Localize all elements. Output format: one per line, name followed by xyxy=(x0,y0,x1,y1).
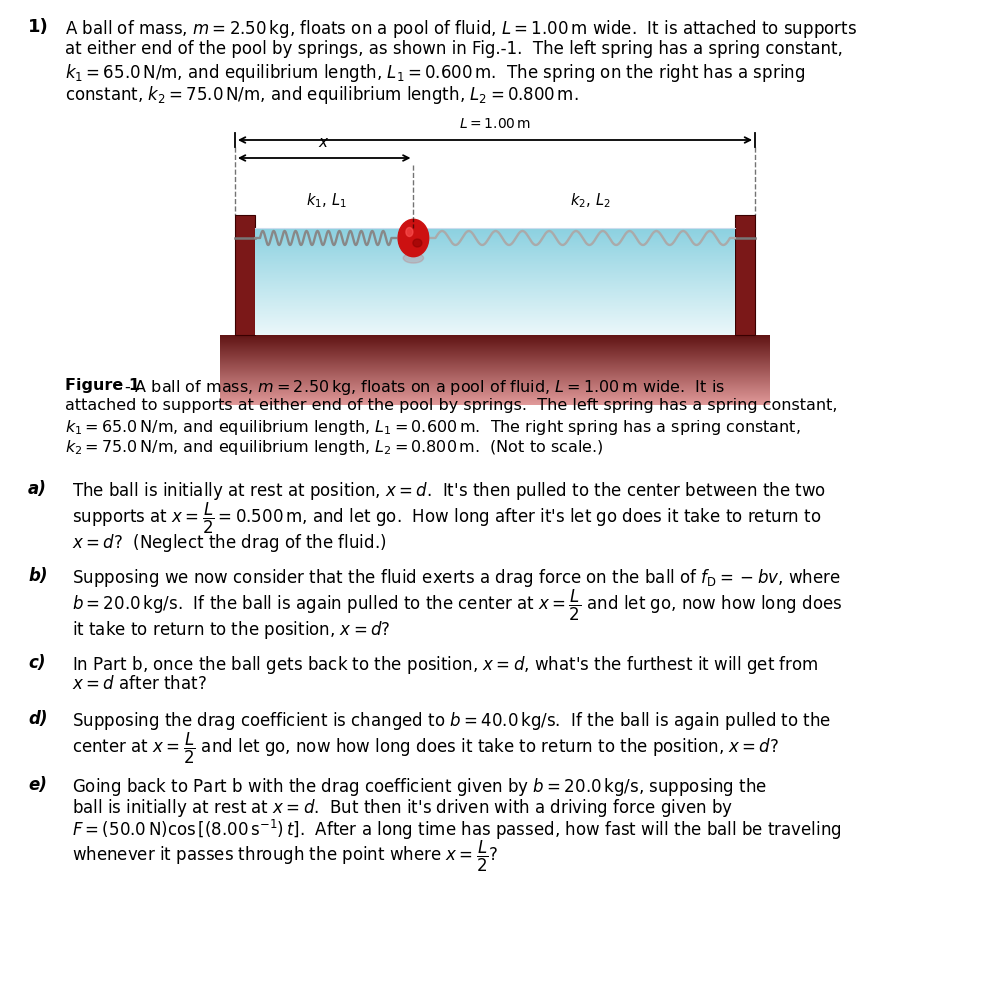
Text: center at $x = \dfrac{L}{2}$ and let go, now how long does it take to return to : center at $x = \dfrac{L}{2}$ and let go,… xyxy=(72,731,779,766)
Text: $k_1 = 65.0\,\mathrm{N/m}$, and equilibrium length, $L_1 = 0.600\,\mathrm{m}$.  : $k_1 = 65.0\,\mathrm{N/m}$, and equilibr… xyxy=(65,62,805,84)
Text: $k_1 = 65.0\,\mathrm{N/m}$, and equilibrium length, $L_1 = 0.600\,\mathrm{m}$.  : $k_1 = 65.0\,\mathrm{N/m}$, and equilibr… xyxy=(65,418,800,437)
Text: attached to supports at either end of the pool by springs.  The left spring has : attached to supports at either end of th… xyxy=(65,398,838,413)
Bar xyxy=(235,215,255,335)
Text: e): e) xyxy=(28,776,47,794)
Text: 1): 1) xyxy=(28,18,49,36)
Text: ball is initially at rest at $x = d$.  But then it's driven with a driving force: ball is initially at rest at $x = d$. Bu… xyxy=(72,797,734,819)
Ellipse shape xyxy=(412,239,422,247)
Ellipse shape xyxy=(404,252,423,263)
Text: $F = (50.0\,\mathrm{N})\cos\left[(8.00\,\mathrm{s}^{-1})\,t\right]$.  After a lo: $F = (50.0\,\mathrm{N})\cos\left[(8.00\,… xyxy=(72,818,842,842)
Text: $x = d$ after that?: $x = d$ after that? xyxy=(72,675,207,693)
Text: $x = d$?  (Neglect the drag of the fluid.): $x = d$? (Neglect the drag of the fluid.… xyxy=(72,532,387,554)
Bar xyxy=(735,215,755,335)
Ellipse shape xyxy=(406,228,412,237)
Text: $k_2 = 75.0\,\mathrm{N/m}$, and equilibrium length, $L_2 = 0.800\,\mathrm{m}$.  : $k_2 = 75.0\,\mathrm{N/m}$, and equilibr… xyxy=(65,438,603,457)
Text: b): b) xyxy=(28,567,47,585)
Text: $L = 1.00\,\mathrm{m}$: $L = 1.00\,\mathrm{m}$ xyxy=(459,117,531,131)
Text: Going back to Part b with the drag coefficient given by $b = 20.0\,\mathrm{kg/s}: Going back to Part b with the drag coeff… xyxy=(72,776,767,798)
Text: Supposing we now consider that the fluid exerts a drag force on the ball of $f_\: Supposing we now consider that the fluid… xyxy=(72,567,841,589)
Text: at either end of the pool by springs, as shown in Fig.-1.  The left spring has a: at either end of the pool by springs, as… xyxy=(65,40,843,58)
Text: constant, $k_2 = 75.0\,\mathrm{N/m}$, and equilibrium length, $L_2 = 0.800\,\mat: constant, $k_2 = 75.0\,\mathrm{N/m}$, an… xyxy=(65,84,578,106)
Text: Figure 1: Figure 1 xyxy=(65,378,140,393)
Text: d): d) xyxy=(28,710,47,728)
Text: In Part b, once the ball gets back to the position, $x = d$, what's the furthest: In Part b, once the ball gets back to th… xyxy=(72,654,819,676)
Text: $x$: $x$ xyxy=(318,135,330,150)
Text: Supposing the drag coefficient is changed to $b = 40.0\,\mathrm{kg/s}$.  If the : Supposing the drag coefficient is change… xyxy=(72,710,832,732)
Text: $k_1,\, L_1$: $k_1,\, L_1$ xyxy=(305,191,347,210)
Text: it take to return to the position, $x = d$?: it take to return to the position, $x = … xyxy=(72,619,391,641)
Ellipse shape xyxy=(398,220,429,256)
Text: $k_2,\, L_2$: $k_2,\, L_2$ xyxy=(570,191,611,210)
Text: supports at $x = \dfrac{L}{2} = 0.500\,\mathrm{m}$, and let go.  How long after : supports at $x = \dfrac{L}{2} = 0.500\,\… xyxy=(72,501,822,536)
Text: c): c) xyxy=(28,654,45,672)
Text: whenever it passes through the point where $x = \dfrac{L}{2}$?: whenever it passes through the point whe… xyxy=(72,839,499,874)
Text: - A ball of mass, $m = 2.50\,\mathrm{kg}$, floats on a pool of fluid, $L = 1.00\: - A ball of mass, $m = 2.50\,\mathrm{kg}… xyxy=(119,378,725,397)
Text: A ball of mass, $m = 2.50\,\mathrm{kg}$, floats on a pool of fluid, $L = 1.00\,\: A ball of mass, $m = 2.50\,\mathrm{kg}$,… xyxy=(65,18,857,40)
Text: $b = 20.0\,\mathrm{kg/s}$.  If the ball is again pulled to the center at $x = \d: $b = 20.0\,\mathrm{kg/s}$. If the ball i… xyxy=(72,588,843,623)
Text: a): a) xyxy=(28,480,47,498)
Text: The ball is initially at rest at position, $x = d$.  It's then pulled to the cen: The ball is initially at rest at positio… xyxy=(72,480,826,502)
